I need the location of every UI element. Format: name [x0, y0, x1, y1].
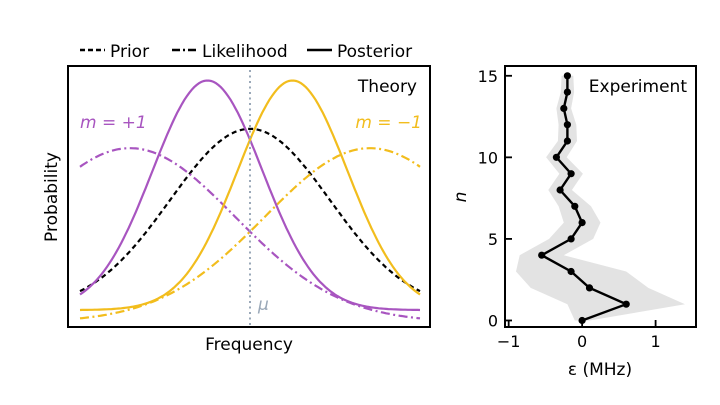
y-tick-label: 0	[488, 311, 498, 330]
data-point	[571, 202, 579, 210]
experiment-panel-label: Experiment	[589, 77, 688, 97]
data-point	[560, 104, 568, 112]
y-tick-label: 15	[478, 67, 498, 86]
theory-y-axis-label: Probability	[42, 152, 62, 242]
x-tick-label: −1	[497, 332, 521, 351]
data-point	[622, 300, 630, 308]
mu-label: μ	[257, 295, 269, 315]
legend-prior-label: Prior	[110, 42, 149, 62]
data-point	[538, 251, 546, 259]
data-point	[567, 267, 575, 276]
experiment-axes-frame	[504, 65, 697, 328]
data-point	[563, 72, 572, 80]
theory-curve-2	[79, 147, 421, 320]
data-point	[567, 170, 575, 178]
annotation-m-minus-1: m = −1	[355, 113, 422, 133]
data-point	[578, 219, 586, 227]
x-tick-label: 1	[651, 332, 661, 351]
epsilon-line	[539, 75, 630, 322]
theory-panel-label: Theory	[357, 77, 417, 97]
data-point	[556, 186, 564, 194]
theory-axes-frame	[67, 65, 431, 328]
data-point	[552, 153, 561, 161]
legend-likelihood-label: Likelihood	[202, 42, 288, 62]
data-point	[563, 137, 572, 145]
legend: Prior Likelihood Posterior	[80, 42, 412, 62]
experiment-x-axis-label: ε (MHz)	[568, 360, 632, 380]
theory-curve-4	[79, 79, 421, 312]
annotation-m-plus-1: m = +1	[80, 113, 147, 133]
theory-panel: μ Theory m = +1 m = −1 Frequency Probabi…	[42, 65, 431, 355]
y-tick-label: 10	[478, 148, 498, 167]
data-point	[567, 235, 575, 243]
theory-x-axis-label: Frequency	[205, 335, 293, 355]
experiment-y-axis-label: n	[451, 192, 471, 203]
theory-curves	[79, 79, 421, 320]
data-point	[563, 121, 572, 129]
x-tick-label: 0	[577, 332, 587, 351]
y-tick-label: 5	[488, 230, 498, 249]
data-point	[563, 88, 572, 96]
data-point	[585, 284, 594, 292]
uncertainty-band	[516, 75, 685, 321]
theory-curve-0	[79, 127, 421, 293]
theory-curve-1	[79, 147, 421, 320]
experiment-plot	[516, 72, 685, 325]
legend-posterior-label: Posterior	[337, 42, 412, 62]
